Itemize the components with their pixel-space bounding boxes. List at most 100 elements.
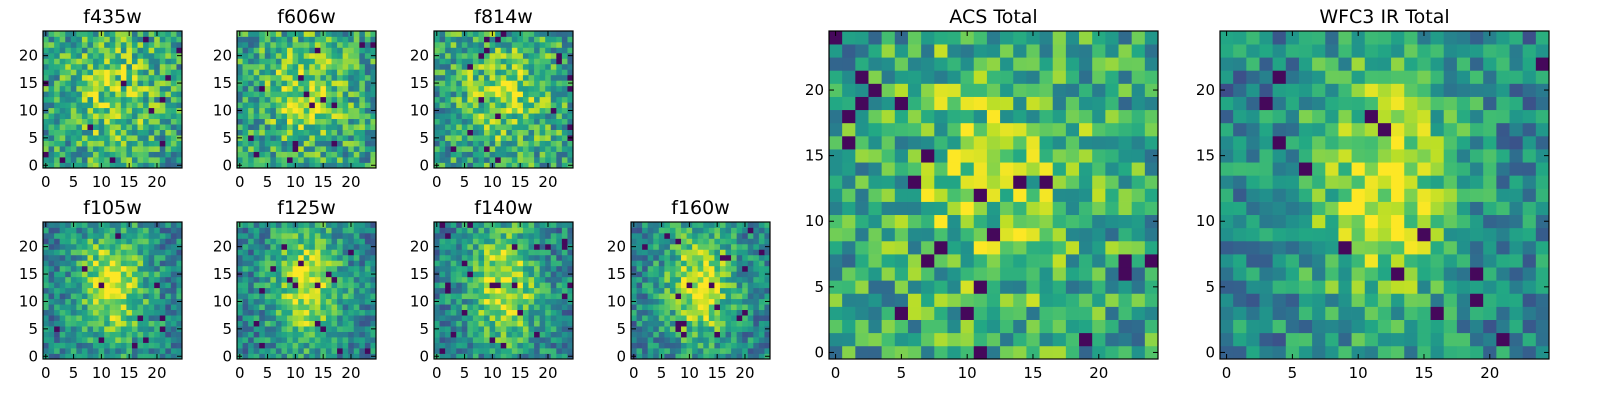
heatmap-cell [561, 113, 568, 120]
heatmap-cell [461, 129, 468, 136]
heatmap-cell [287, 140, 293, 147]
heatmap-cell [647, 326, 654, 332]
heatmap-cell [556, 348, 563, 354]
heatmap-cell [522, 271, 529, 278]
heatmap-cell [1000, 201, 1014, 216]
heatmap-cell [342, 157, 349, 163]
heatmap-cell [275, 315, 282, 321]
heatmap-cell [109, 129, 116, 136]
heatmap-cell [253, 282, 260, 289]
heatmap-cell [631, 348, 637, 354]
heatmap-cell [731, 326, 737, 332]
heatmap-cell [489, 254, 496, 261]
heatmap-cell [359, 47, 366, 54]
heatmap-cell [506, 58, 513, 65]
heatmap-cell [484, 260, 490, 267]
heatmap-cell [881, 254, 896, 268]
heatmap-cell [478, 326, 485, 332]
heatmap-cell [364, 232, 371, 239]
heatmap-cell [742, 276, 749, 283]
heatmap-cell [325, 118, 332, 125]
heatmap-cell [500, 41, 507, 48]
heatmap-cell [253, 31, 260, 37]
heatmap-cell [320, 238, 327, 245]
heatmap-cell [248, 309, 255, 316]
heatmap-cell [115, 31, 122, 37]
heatmap-cell [325, 309, 332, 316]
heatmap-cell [370, 129, 377, 136]
heatmap-cell [342, 249, 349, 256]
heatmap-cell [264, 298, 271, 305]
heatmap-cell [1039, 306, 1054, 320]
heatmap-cell [434, 315, 440, 321]
heatmap-cell [556, 342, 563, 349]
heatmap-cell [495, 74, 502, 81]
x-tick-label: 10 [92, 364, 111, 382]
heatmap-cell [753, 331, 760, 338]
heatmap-cell [500, 309, 507, 316]
heatmap-cell [894, 149, 909, 163]
heatmap-cell [719, 342, 726, 349]
heatmap-cell [292, 271, 299, 278]
heatmap-cell [287, 282, 293, 289]
heatmap-cell [445, 326, 452, 332]
heatmap-cell [439, 146, 446, 152]
heatmap-cell [143, 304, 149, 311]
heatmap-cell [59, 271, 66, 278]
heatmap-cell [478, 282, 485, 289]
heatmap-cell [176, 342, 183, 349]
heatmap-cell [126, 124, 133, 130]
heatmap-cell [1105, 214, 1119, 229]
heatmap-cell [143, 47, 149, 54]
heatmap-cell [298, 260, 305, 267]
heatmap-cell [314, 129, 321, 136]
heatmap-cell [48, 232, 55, 239]
heatmap-cell [467, 238, 474, 245]
heatmap-cell [342, 58, 349, 65]
heatmap-cell [545, 124, 552, 130]
heatmap-cell [298, 287, 305, 294]
heatmap-cell [550, 287, 557, 294]
heatmap-cell [753, 276, 760, 283]
heatmap-cell [48, 85, 55, 92]
heatmap-cell [87, 293, 94, 300]
heatmap-cell [320, 151, 327, 158]
heatmap-cell [868, 175, 882, 189]
heatmap-cell [309, 69, 316, 76]
heatmap-cell [434, 36, 440, 43]
heatmap-cell [76, 348, 83, 354]
heatmap-cell [81, 140, 88, 147]
heatmap-cell [331, 113, 338, 120]
heatmap-cell [450, 282, 457, 289]
heatmap-cell [725, 298, 732, 305]
heatmap-cell [59, 96, 66, 103]
heatmap-cell [528, 227, 535, 234]
heatmap-cell [109, 337, 116, 343]
heatmap-cell [434, 337, 440, 343]
heatmap-cell [331, 157, 338, 163]
heatmap-cell [109, 282, 116, 289]
heatmap-cell [87, 124, 94, 130]
heatmap-cell [154, 254, 161, 261]
heatmap-cell [973, 201, 988, 216]
heatmap-cell [48, 113, 55, 120]
heatmap-cell [275, 222, 282, 228]
heatmap-cell [242, 69, 249, 76]
heatmap-cell [947, 175, 961, 189]
heatmap-cell [98, 265, 105, 272]
heatmap-cell [342, 129, 349, 136]
heatmap-cell [747, 243, 754, 250]
heatmap-cell [934, 162, 948, 176]
heatmap-cell [484, 342, 490, 349]
heatmap-cell [154, 276, 161, 283]
heatmap-cell [353, 74, 360, 81]
heatmap-cell [731, 260, 737, 267]
heatmap-cell [126, 135, 133, 141]
heatmap-cell [287, 265, 293, 272]
heatmap-cell [287, 96, 293, 103]
heatmap-cell [528, 222, 535, 228]
heatmap-cell [719, 309, 726, 316]
y-tick-label: 20 [410, 238, 429, 256]
heatmap-cell [54, 80, 61, 87]
heatmap-cell [681, 260, 687, 267]
